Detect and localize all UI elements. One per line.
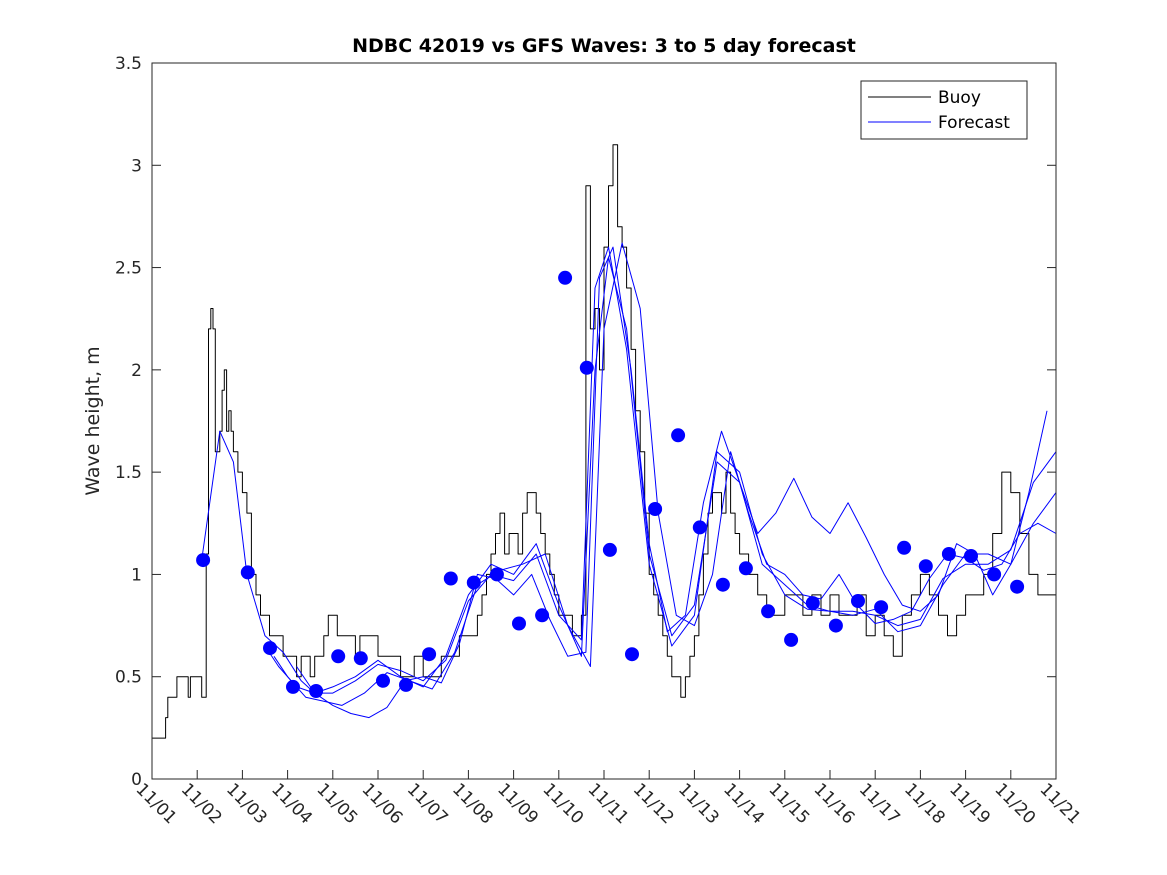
y-axis: 0 0.5 1 1.5 2 2.5 3 3.5	[115, 54, 1056, 790]
legend: Buoy Forecast	[860, 80, 1028, 140]
forecast-point	[443, 571, 458, 586]
x-tick-label: 11/11	[584, 780, 633, 829]
y-tick-label: 1	[131, 565, 142, 585]
y-tick-label: 3	[131, 156, 142, 176]
forecast-point	[897, 540, 912, 555]
forecast-point	[353, 651, 368, 666]
marker-layer	[196, 270, 1025, 698]
forecast-point	[376, 673, 390, 688]
legend-box	[860, 80, 1028, 140]
forecast-point	[309, 684, 324, 698]
forecast-point	[692, 520, 707, 535]
y-tick-label: 2	[131, 361, 142, 381]
forecast-point	[918, 559, 933, 574]
forecast-point	[828, 618, 843, 633]
forecast-point	[648, 502, 663, 516]
forecast-point	[512, 616, 526, 631]
forecast-point	[240, 565, 255, 580]
forecast-point	[422, 647, 437, 662]
x-tick-label: 11/20	[990, 780, 1039, 829]
forecast-point	[489, 567, 504, 582]
legend-forecast-label: Forecast	[938, 113, 1010, 133]
forecast-point	[263, 641, 277, 656]
forecast-point	[874, 600, 889, 615]
forecast-point	[602, 542, 617, 557]
forecast-point	[196, 553, 211, 568]
x-tick-label: 11/10	[538, 780, 587, 829]
y-tick-label: 3.5	[115, 54, 142, 74]
y-axis-label: Wave height, m	[82, 346, 104, 495]
forecast-point	[671, 428, 686, 443]
forecast-point	[738, 561, 753, 576]
forecast-point	[761, 604, 776, 619]
x-tick-label: 11/15	[764, 780, 813, 829]
x-tick-label: 11/03	[222, 780, 271, 829]
x-tick-label: 11/13	[674, 780, 723, 829]
forecast-point	[1010, 579, 1025, 594]
forecast-point	[399, 677, 413, 692]
series-forecast-line-4	[296, 246, 1048, 719]
x-tick-label: 11/14	[719, 780, 768, 829]
x-tick-label: 11/08	[448, 780, 497, 829]
x-tick-label: 11/17	[855, 780, 904, 829]
y-tick-label: 0.5	[115, 668, 142, 688]
forecast-point	[941, 547, 956, 561]
x-tick-label: 11/04	[267, 780, 316, 829]
forecast-point	[987, 567, 1002, 582]
forecast-point	[286, 679, 300, 694]
forecast-point	[784, 632, 799, 647]
y-tick-label: 2.5	[115, 259, 142, 279]
series-forecast-line-2	[264, 256, 1057, 694]
x-tick-label: 11/16	[810, 780, 859, 829]
y-tick-label: 1.5	[115, 463, 142, 483]
forecast-point	[964, 549, 978, 563]
x-tick-label: 11/12	[629, 780, 678, 829]
x-tick-label: 11/21	[1036, 780, 1085, 829]
forecast-point	[331, 649, 346, 664]
y-tick-label: 0	[131, 770, 142, 790]
x-tick-label: 11/06	[358, 780, 407, 829]
forecast-point	[535, 608, 550, 623]
forecast-point	[805, 596, 820, 611]
forecast-point	[625, 647, 639, 662]
legend-buoy-label: Buoy	[938, 88, 981, 108]
forecast-point	[851, 594, 865, 608]
forecast-point	[579, 360, 594, 375]
x-tick-label: 11/09	[493, 780, 542, 829]
forecast-point	[466, 575, 481, 590]
plot-area	[152, 63, 1056, 779]
forecast-point	[715, 577, 730, 592]
x-tick-label: 11/18	[900, 780, 949, 829]
x-tick-label: 11/19	[945, 780, 994, 829]
x-tick-label: 11/05	[312, 780, 361, 829]
x-tick-label: 11/07	[403, 780, 452, 829]
chart-title: NDBC 42019 vs GFS Waves: 3 to 5 day fore…	[352, 35, 856, 57]
x-tick-label: 11/02	[177, 780, 226, 829]
forecast-point	[558, 270, 573, 285]
